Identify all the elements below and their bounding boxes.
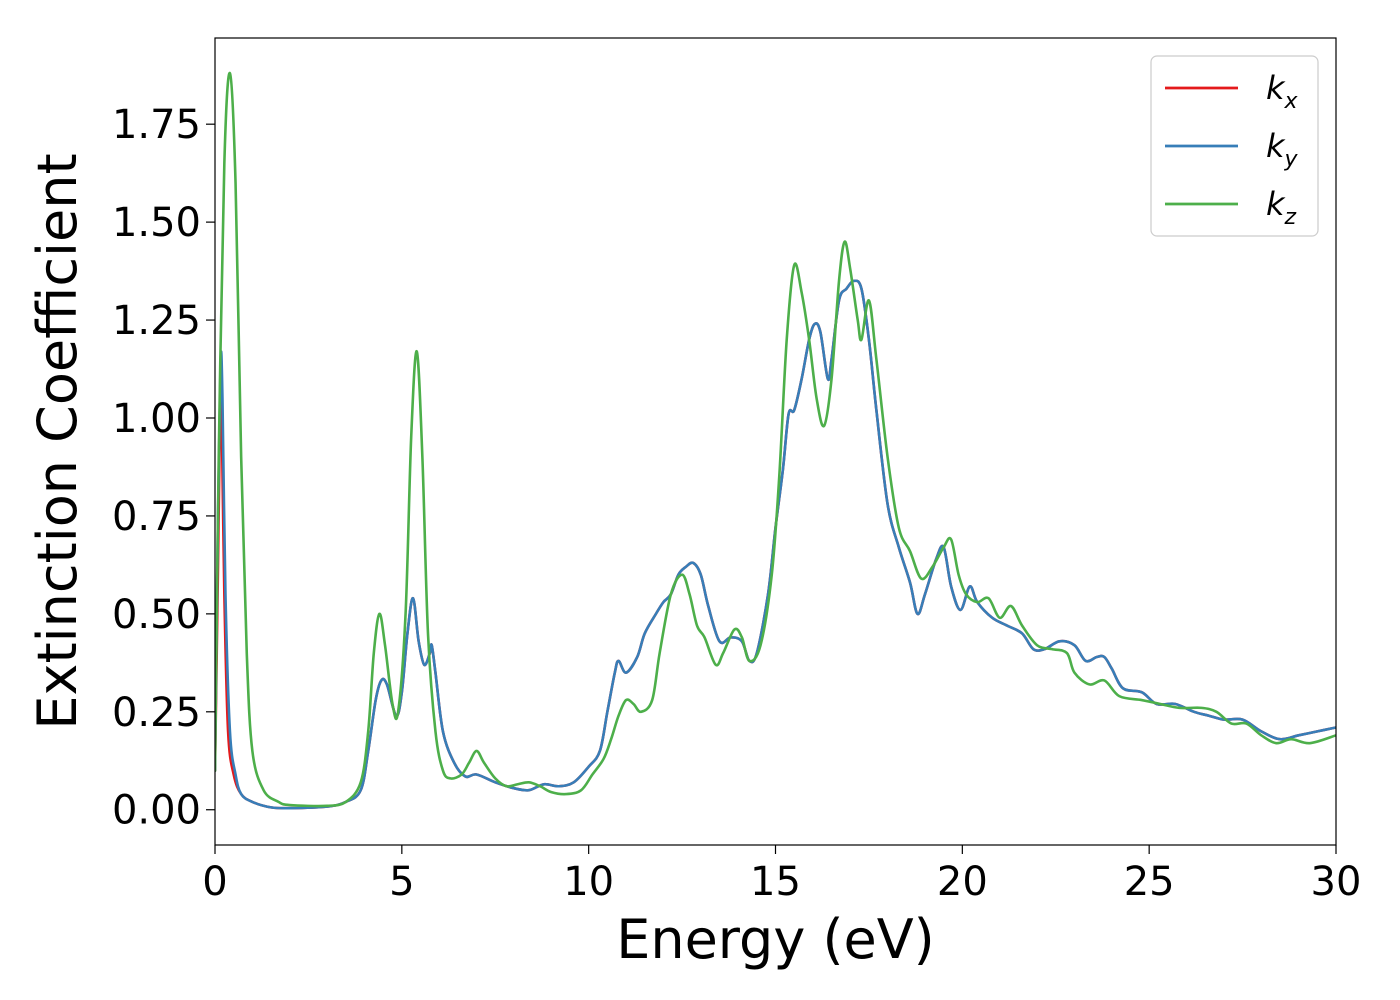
y-tick-label: 1.50 xyxy=(112,200,201,246)
y-tick-label: 1.75 xyxy=(112,102,201,148)
y-tick-label: 0.75 xyxy=(112,494,201,540)
x-tick-label: 15 xyxy=(750,859,801,905)
legend-label-kx: kx xyxy=(1266,69,1299,114)
x-tick-label: 25 xyxy=(1124,859,1175,905)
legend: kx ky kz xyxy=(1150,55,1319,237)
y-tick-label: 0.25 xyxy=(112,690,201,736)
series-layer xyxy=(215,71,1336,810)
x-axis-label: Energy (eV) xyxy=(616,908,935,971)
x-tick-label: 30 xyxy=(1311,859,1362,905)
y-axis-label: Extinction Coefficient xyxy=(26,153,89,729)
ticks-layer: 0 5 10 15 20 25 30 0.00 0.25 0.50 0.75 1.00 1.25 1.50… xyxy=(112,102,1362,905)
x-tick-label: 0 xyxy=(202,859,227,905)
x-tick-label: 10 xyxy=(563,859,614,905)
y-tick-label: 0.00 xyxy=(112,788,201,834)
y-tick-label: 1.25 xyxy=(112,298,201,344)
y-tick-label: 1.00 xyxy=(112,396,201,442)
series-line-ky xyxy=(215,279,1336,810)
x-tick-label: 20 xyxy=(937,859,988,905)
x-tick-label: 5 xyxy=(389,859,414,905)
legend-label-kz: kz xyxy=(1266,185,1297,230)
legend-label-ky: ky xyxy=(1266,127,1299,172)
series-line-kz xyxy=(215,71,1336,808)
y-tick-label: 0.50 xyxy=(112,592,201,638)
